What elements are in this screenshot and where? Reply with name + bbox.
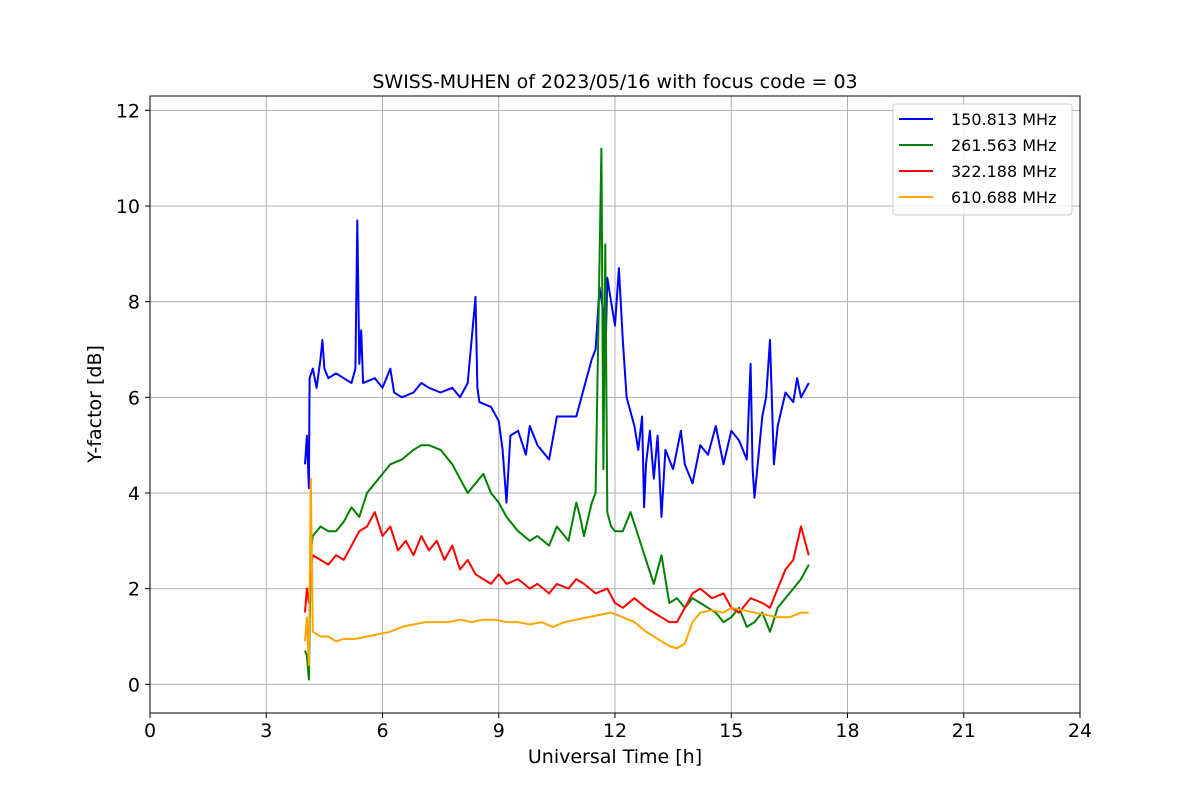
series-group <box>304 147 810 681</box>
y-tick-label: 2 <box>128 579 140 601</box>
y-ticks: 0 2 4 6 8 10 12 <box>116 100 150 696</box>
legend-box <box>892 103 1073 216</box>
series-line-4 <box>304 477 809 667</box>
y-tick-label: 10 <box>116 196 140 218</box>
x-tick-label: 9 <box>493 720 505 742</box>
y-tick-label: 4 <box>128 483 140 505</box>
legend: 150.813 MHz 261.563 MHz 322.188 MHz 610.688… <box>892 103 1073 216</box>
x-axis-label: Universal Time [h] <box>528 746 702 768</box>
x-ticks: 0 3 6 9 12 15 18 21 24 <box>144 713 1092 742</box>
x-tick-label: 24 <box>1068 720 1092 742</box>
x-tick-label: 12 <box>603 720 627 742</box>
x-tick-label: 18 <box>835 720 859 742</box>
y-tick-label: 0 <box>128 674 140 696</box>
y-tick-label: 8 <box>128 292 140 314</box>
x-tick-label: 3 <box>260 720 272 742</box>
series-line-1 <box>304 219 810 518</box>
grid <box>149 96 1081 713</box>
series-line-3 <box>304 511 810 624</box>
x-tick-label: 15 <box>719 720 743 742</box>
legend-label: 150.813 MHz <box>951 110 1056 129</box>
x-tick-label: 0 <box>144 720 156 742</box>
x-tick-label: 6 <box>376 720 388 742</box>
chart-title: SWISS-MUHEN of 2023/05/16 with focus cod… <box>372 71 857 93</box>
series-line-2 <box>304 147 810 681</box>
legend-label: 610.688 MHz <box>951 188 1056 207</box>
x-tick-label: 21 <box>952 720 976 742</box>
y-tick-label: 12 <box>116 100 140 122</box>
y-axis-label: Y-factor [dB] <box>84 345 106 464</box>
legend-label: 322.188 MHz <box>951 162 1056 181</box>
y-tick-label: 6 <box>128 387 140 409</box>
legend-label: 261.563 MHz <box>951 136 1056 155</box>
